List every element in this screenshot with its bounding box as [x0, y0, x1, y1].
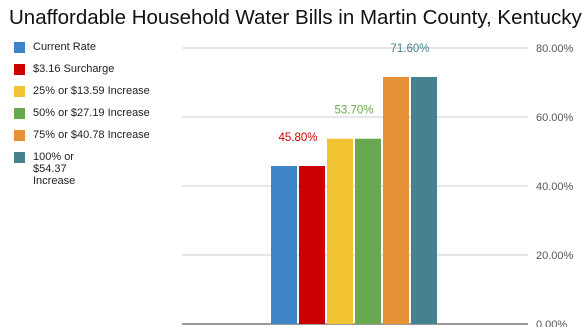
y-tick-label: 60.00%	[536, 112, 574, 124]
bar	[271, 165, 297, 324]
bar	[383, 76, 409, 324]
legend-swatch	[14, 64, 25, 75]
bar	[299, 165, 325, 324]
legend-item: 25% or $13.59 Increase	[14, 85, 183, 97]
y-tick-label: 20.00%	[536, 250, 574, 262]
legend-label: $3.16 Surcharge	[33, 63, 115, 75]
data-label: 45.80%	[278, 132, 317, 144]
legend-item: $3.16 Surcharge	[14, 63, 183, 75]
chart-title: Unaffordable Household Water Bills in Ma…	[9, 6, 582, 29]
data-label: 71.60%	[390, 43, 429, 55]
data-label: 53.70%	[334, 105, 373, 117]
legend-swatch	[14, 42, 25, 53]
legend-item: Current Rate	[14, 41, 183, 53]
legend-label: Current Rate	[33, 41, 96, 53]
legend-label: 50% or $27.19 Increase	[33, 107, 150, 119]
bar	[327, 138, 353, 324]
y-tick-label: 40.00%	[536, 181, 574, 193]
legend-item: 100% or $54.37 Increase	[14, 151, 103, 187]
legend-label: 75% or $40.78 Increase	[33, 129, 150, 141]
legend-swatch	[14, 152, 25, 163]
legend-item: 75% or $40.78 Increase	[14, 129, 183, 141]
legend-item: 50% or $27.19 Increase	[14, 107, 183, 119]
bar	[411, 76, 437, 324]
legend-swatch	[14, 130, 25, 141]
y-tick-label: 0.00%	[536, 319, 567, 327]
legend-label: 25% or $13.59 Increase	[33, 85, 150, 97]
legend-swatch	[14, 86, 25, 97]
y-tick-label: 80.00%	[536, 43, 574, 55]
bar	[355, 138, 381, 324]
legend-swatch	[14, 108, 25, 119]
legend-label: 100% or $54.37 Increase	[33, 151, 76, 187]
